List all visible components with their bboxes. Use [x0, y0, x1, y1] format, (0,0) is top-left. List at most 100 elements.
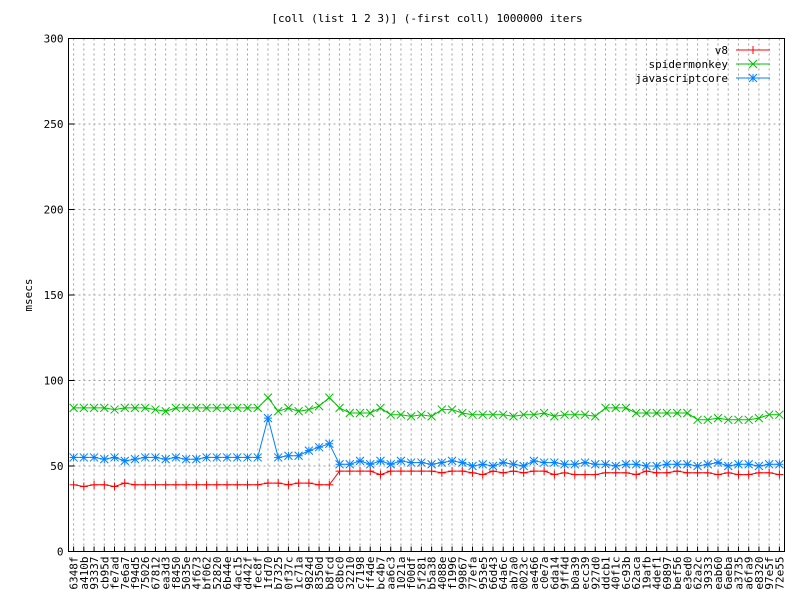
data-point — [744, 459, 754, 469]
data-point — [212, 403, 222, 413]
data-point — [642, 461, 651, 471]
data-point — [764, 410, 774, 420]
data-point — [243, 403, 252, 413]
data-point — [519, 468, 528, 477]
data-point — [233, 480, 242, 489]
data-point — [89, 403, 99, 413]
data-point — [284, 451, 293, 461]
data-point — [662, 408, 672, 418]
x-tick-label: 75026 — [139, 557, 152, 590]
data-point — [212, 453, 222, 462]
data-point — [682, 459, 692, 469]
data-point — [99, 454, 109, 464]
x-tick-label: e3ed0 — [681, 557, 694, 590]
data-point — [181, 454, 191, 464]
x-tick-label: b0a39 — [569, 557, 582, 590]
x-tick-label: 1c71a — [293, 557, 306, 590]
data-point — [110, 405, 119, 414]
data-point — [222, 453, 232, 462]
x-tick-label: 99867 — [456, 557, 469, 590]
data-point — [580, 458, 590, 467]
data-point — [253, 403, 263, 413]
data-point — [744, 470, 753, 479]
data-point — [396, 467, 405, 476]
x-tick-label: 4ac15 — [231, 557, 244, 590]
x-tick-label: 7e6a7 — [119, 557, 132, 590]
data-point — [529, 467, 538, 476]
data-point — [202, 480, 211, 489]
x-tick-label: 97e5f — [763, 557, 776, 590]
data-point — [703, 415, 713, 425]
data-point — [703, 468, 712, 477]
data-point — [325, 480, 334, 489]
data-point — [590, 459, 600, 469]
data-point — [294, 406, 303, 416]
x-tick-label: 52820 — [211, 557, 224, 590]
data-point — [775, 459, 784, 469]
data-point — [734, 470, 743, 479]
data-point — [539, 408, 549, 418]
chart-title: [coll (list 1 2 3)] (-first coll) 100000… — [271, 12, 582, 25]
data-point — [652, 461, 661, 471]
data-point — [764, 459, 774, 469]
x-tick-label: fec8f — [252, 557, 265, 590]
x-tick-label: 62aca — [630, 557, 643, 590]
y-tick-label: 150 — [44, 289, 64, 302]
data-point — [427, 459, 436, 469]
data-point — [478, 410, 488, 420]
x-tick-label: a410b — [78, 557, 91, 590]
data-point — [560, 468, 569, 477]
data-point — [79, 453, 89, 462]
data-point — [345, 459, 355, 469]
x-tick-label: ff4de — [364, 557, 377, 590]
x-tick-label: a6fa9 — [743, 557, 756, 590]
data-point — [222, 403, 232, 413]
data-point — [631, 408, 641, 418]
x-tick-label: 953e5 — [477, 557, 490, 590]
data-point — [498, 458, 508, 467]
data-point — [315, 480, 324, 489]
x-tick-label: fe7ad — [109, 557, 122, 590]
data-point — [652, 468, 661, 477]
x-tick-label: 5f281 — [415, 557, 428, 590]
data-point — [386, 410, 396, 420]
series-spidermonkey — [69, 393, 784, 425]
data-point — [79, 403, 89, 413]
x-tick-label: ecc39 — [579, 557, 592, 590]
data-point — [192, 454, 201, 464]
data-point — [192, 403, 201, 413]
data-point — [550, 412, 559, 421]
data-point — [519, 410, 529, 420]
data-point — [130, 454, 140, 464]
x-tick-label: 66d43 — [487, 557, 500, 590]
data-point — [232, 453, 242, 462]
data-point — [120, 456, 130, 466]
data-point — [90, 480, 99, 489]
data-point — [232, 403, 242, 413]
data-point — [611, 461, 621, 471]
data-point — [324, 393, 334, 402]
data-point — [151, 405, 160, 414]
data-point — [468, 468, 477, 477]
x-tick-label: c0e7a — [538, 557, 551, 590]
data-point — [509, 412, 518, 421]
x-tick-label: 6c93b — [620, 557, 633, 590]
data-point — [140, 453, 150, 462]
data-point — [560, 459, 569, 469]
data-point — [130, 403, 140, 413]
x-tick-label: 62a2c — [692, 557, 705, 590]
data-point — [386, 467, 395, 476]
x-tick-label: 0f37c — [282, 557, 295, 590]
x-tick-label: 40f1c — [610, 557, 623, 590]
data-point — [437, 458, 447, 467]
data-point — [407, 467, 416, 476]
series-line-javascriptcore — [73, 416, 780, 467]
data-point — [468, 461, 477, 471]
data-point — [243, 480, 252, 489]
data-point — [581, 470, 590, 479]
data-point — [744, 415, 754, 425]
data-point — [734, 415, 743, 425]
data-point — [304, 446, 314, 455]
x-tick-label: 67812 — [149, 557, 162, 590]
